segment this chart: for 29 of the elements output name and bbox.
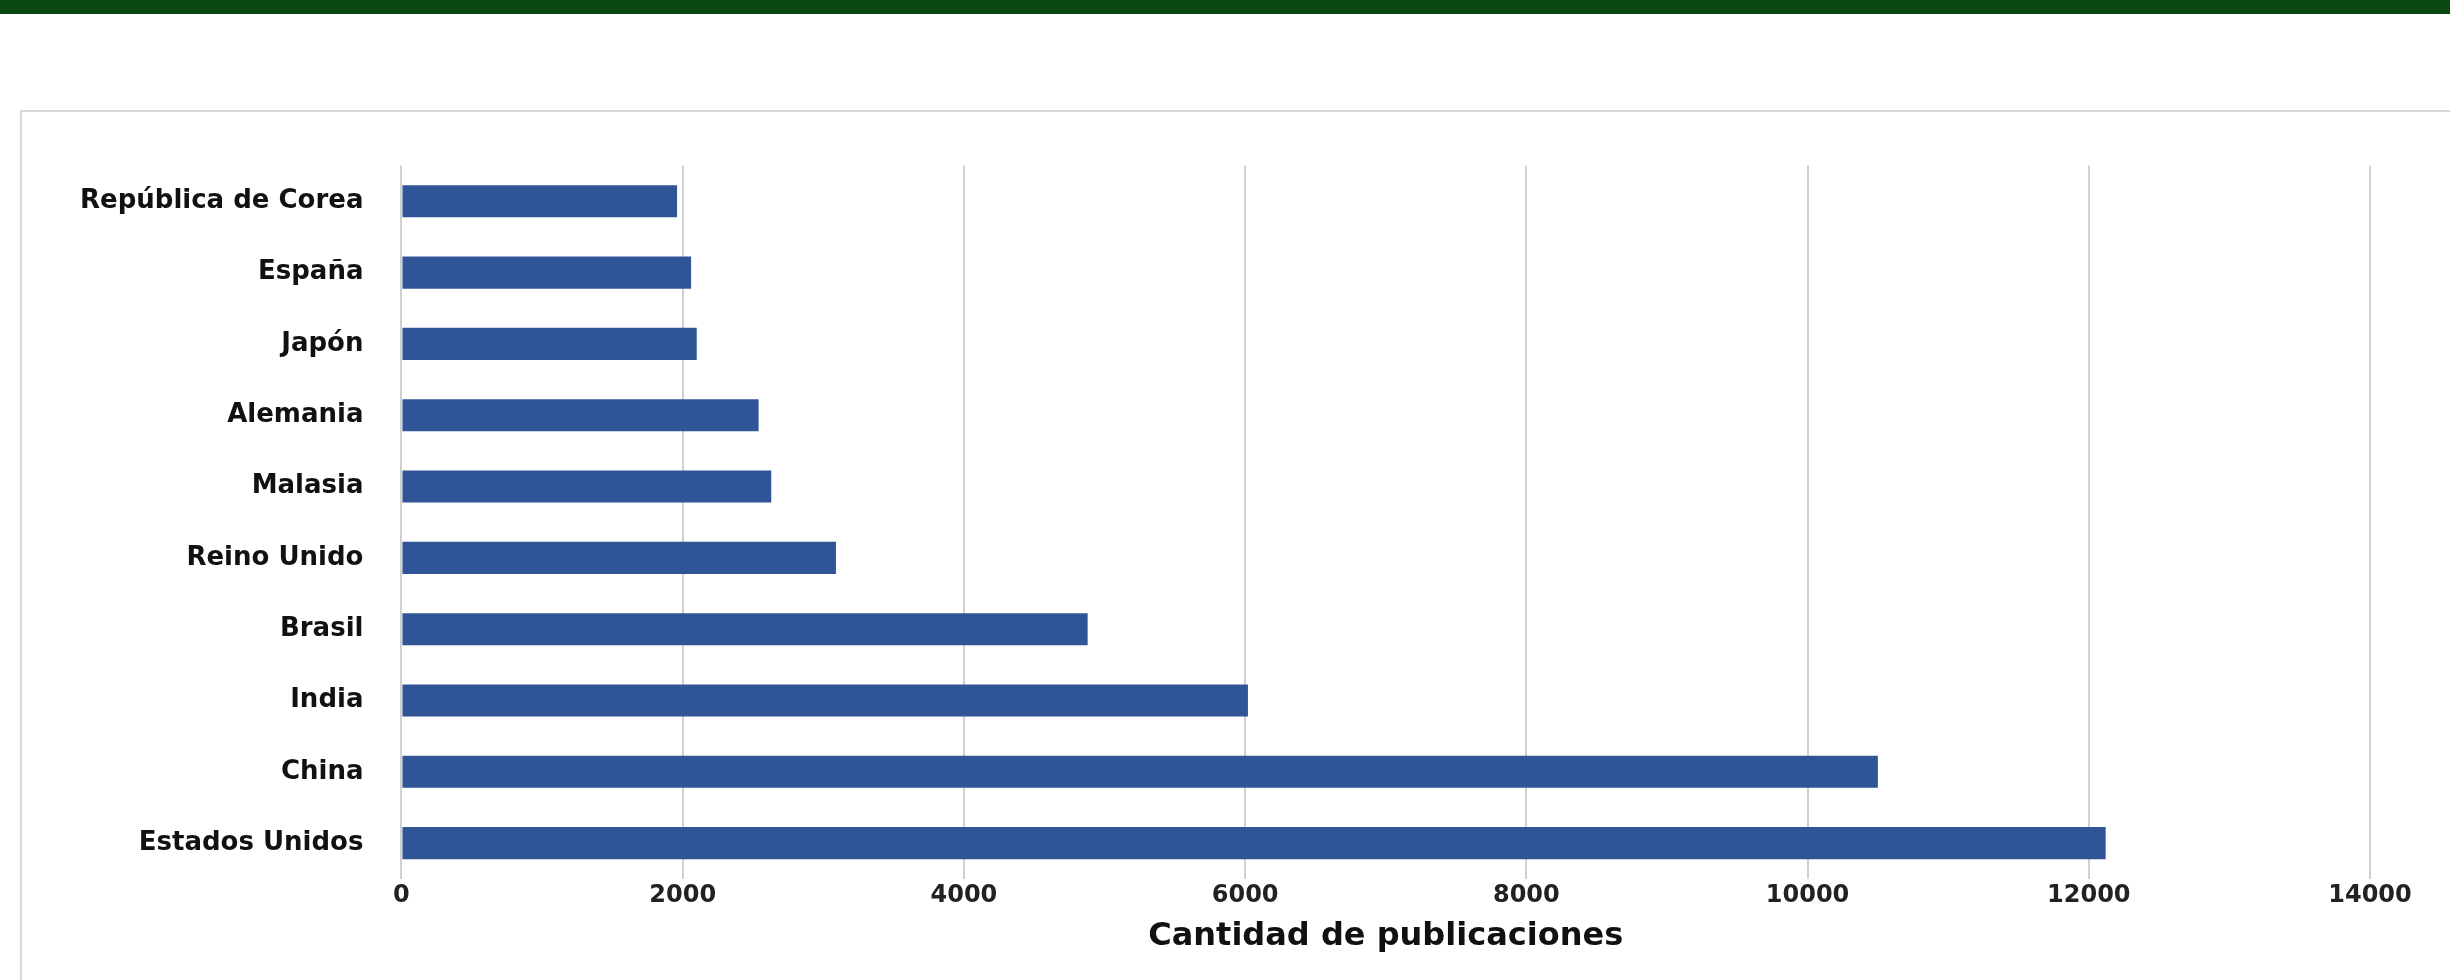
x-tick-label: 6000 — [1211, 880, 1279, 909]
x-tick-label: 4000 — [930, 880, 998, 909]
y-tick-label: Estados Unidos — [138, 825, 364, 856]
bar — [402, 613, 1088, 646]
bar — [402, 827, 2106, 860]
y-tick-label: China — [280, 754, 364, 785]
bar — [402, 755, 1878, 788]
y-tick-label: Brasil — [279, 611, 364, 642]
bar — [402, 327, 697, 360]
y-tick-label: India — [290, 683, 364, 714]
y-tick-label: Japón — [279, 326, 364, 357]
x-tick-label: 2000 — [649, 880, 717, 909]
bar — [402, 256, 692, 289]
bar — [402, 541, 836, 574]
x-axis-title: Cantidad de publicaciones — [1148, 915, 1624, 954]
bar — [402, 470, 772, 503]
x-tick-label: 8000 — [1492, 880, 1560, 909]
x-tick-label: 10000 — [1765, 880, 1850, 909]
bar — [402, 399, 759, 432]
y-tick-label: República de Corea — [79, 184, 364, 215]
y-tick-label: Malasia — [251, 469, 364, 500]
x-tick-label: 12000 — [2047, 880, 2131, 909]
x-tick-label: 14000 — [2328, 880, 2412, 909]
y-tick-label: Alemania — [227, 397, 364, 428]
bar — [402, 684, 1248, 717]
bar — [402, 185, 678, 218]
x-tick-label: 0 — [393, 880, 410, 909]
y-tick-label: Reino Unido — [186, 540, 364, 571]
y-tick-label: España — [258, 255, 364, 286]
